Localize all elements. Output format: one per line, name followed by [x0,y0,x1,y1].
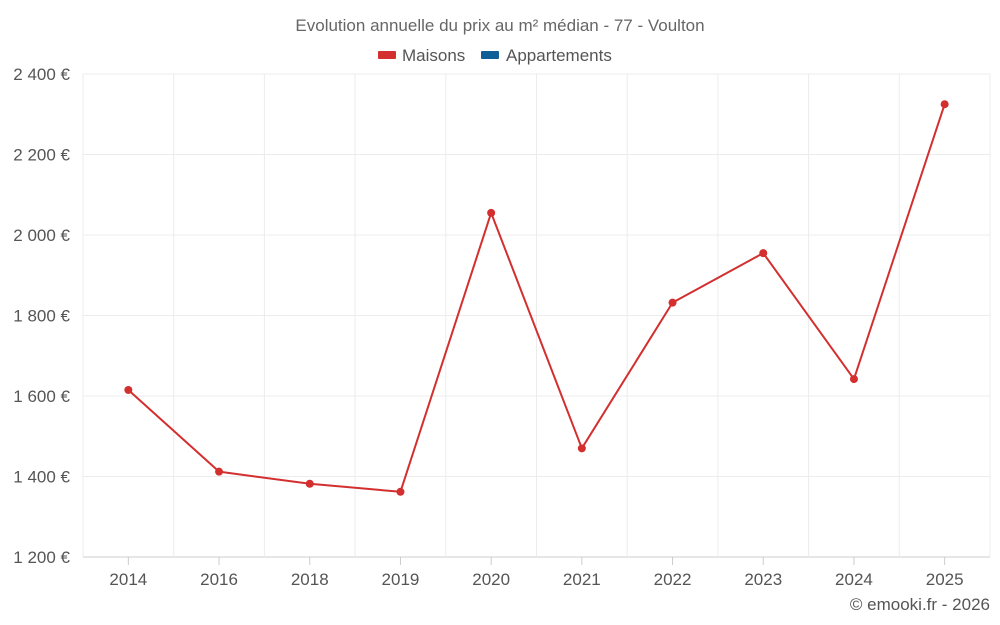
legend-item-maisons[interactable]: Maisons [378,46,465,65]
y-tick-label: 2 400 € [13,65,70,84]
data-point-maisons[interactable] [124,385,133,394]
data-point-maisons[interactable] [940,100,949,109]
x-tick-label: 2023 [744,570,782,589]
y-tick-label: 2 000 € [13,226,70,245]
legend-swatch-maisons [378,51,396,59]
legend-swatch-appartements [481,51,499,59]
legend-label-maisons: Maisons [402,46,465,65]
x-tick-label: 2022 [654,570,692,589]
grid [82,73,991,558]
x-tick-label: 2021 [563,570,601,589]
y-tick-label: 1 800 € [13,307,70,326]
y-tick-label: 1 200 € [13,548,70,567]
x-tick-label: 2016 [200,570,238,589]
x-tick-label: 2020 [472,570,510,589]
data-point-maisons[interactable] [668,298,677,307]
data-point-maisons[interactable] [577,444,586,453]
data-point-maisons[interactable] [396,487,405,496]
x-tick-label: 2019 [382,570,420,589]
credit-text: © emooki.fr - 2026 [850,595,990,614]
legend-item-appartements[interactable]: Appartements [481,46,612,65]
y-tick-label: 1 600 € [13,387,70,406]
series-layer [124,100,949,496]
legend: Maisons Appartements [378,46,612,65]
data-point-maisons[interactable] [305,479,314,488]
y-axis: 1 200 € 1 400 € 1 600 € 1 800 € 2 000 € 2 200… [13,65,70,567]
x-tick-label: 2018 [291,570,329,589]
data-point-maisons[interactable] [215,467,224,476]
y-tick-label: 1 400 € [13,468,70,487]
x-axis: 2014 2016 2018 2019 2020 2021 2022 2023 2024 2025 [109,557,964,589]
series-line-maisons [127,103,946,493]
x-tick-label: 2024 [835,570,873,589]
data-point-maisons[interactable] [759,249,768,258]
y-tick-label: 2 200 € [13,146,70,165]
legend-label-appartements: Appartements [506,46,612,65]
data-point-maisons[interactable] [849,375,858,384]
x-tick-label: 2025 [926,570,964,589]
x-tick-label: 2014 [109,570,147,589]
chart-title: Evolution annuelle du prix au m² médian … [295,16,704,35]
data-point-maisons[interactable] [487,208,496,217]
